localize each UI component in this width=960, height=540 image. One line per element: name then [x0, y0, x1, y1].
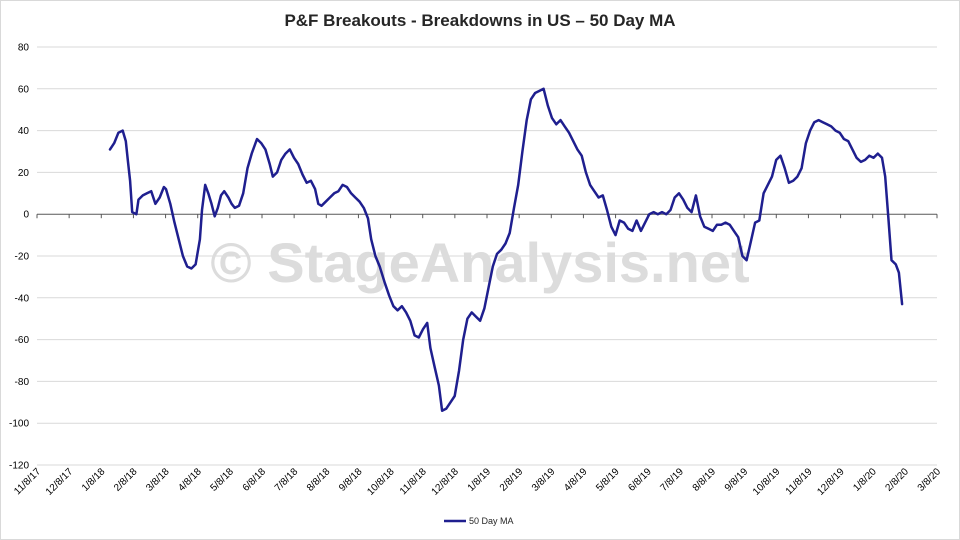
y-axis-ticks: 80 60 40 20 0 -20 -40 -60 -80 -100 -120 [9, 43, 29, 472]
y-tick-label: 80 [18, 43, 30, 54]
series-layer [108, 87, 904, 412]
x-tick-label: 1/8/20 [851, 466, 879, 494]
x-tick-label: 2/8/18 [112, 466, 140, 494]
x-tick-label: 9/8/19 [723, 466, 751, 494]
legend-label: 50 Day MA [469, 516, 514, 526]
series-line [108, 87, 904, 412]
y-tick-label: -20 [15, 252, 30, 263]
x-tick-label: 10/8/18 [365, 466, 397, 498]
x-tick-label: 9/8/18 [337, 466, 365, 494]
y-tick-label: 0 [23, 210, 29, 221]
x-tick-label: 7/8/18 [273, 466, 301, 494]
legend: 50 Day MA [444, 516, 514, 526]
y-tick-label: -120 [9, 461, 29, 472]
watermark-text: © StageAnalysis.net [210, 231, 749, 294]
axes [36, 213, 938, 219]
y-tick-label: 20 [18, 168, 30, 179]
y-tick-label: 40 [18, 126, 30, 137]
gridlines [37, 46, 937, 466]
x-tick-label: 2/8/19 [498, 466, 526, 494]
y-tick-label: -80 [15, 377, 30, 388]
x-tick-label: 1/8/18 [80, 466, 108, 494]
y-tick-label: -40 [15, 293, 30, 304]
x-tick-label: 4/8/18 [176, 466, 204, 494]
x-tick-label: 8/8/19 [691, 466, 719, 494]
x-tick-label: 12/8/17 [44, 466, 76, 498]
x-tick-label: 10/8/19 [751, 466, 783, 498]
x-tick-label: 7/8/19 [659, 466, 687, 494]
x-tick-label: 12/8/18 [430, 466, 462, 498]
x-tick-label: 1/8/19 [466, 466, 494, 494]
x-tick-label: 2/8/20 [884, 466, 912, 494]
x-tick-label: 5/8/19 [594, 466, 622, 494]
chart-title: P&F Breakouts - Breakdowns in US – 50 Da… [284, 11, 675, 30]
y-tick-label: -100 [9, 419, 29, 430]
x-tick-label: 3/8/20 [916, 466, 944, 494]
x-tick-label: 3/8/19 [530, 466, 558, 494]
x-tick-label: 11/8/18 [398, 466, 429, 497]
y-tick-label: -60 [15, 335, 30, 346]
x-tick-label: 5/8/18 [209, 466, 237, 494]
x-axis-ticks: 11/8/17 12/8/17 1/8/18 2/8/18 3/8/18 4/8/18 5/… [12, 466, 943, 498]
y-tick-label: 60 [18, 84, 30, 95]
x-tick-label: 12/8/19 [815, 466, 847, 498]
x-tick-label: 6/8/19 [626, 466, 654, 494]
x-tick-label: 4/8/19 [562, 466, 590, 494]
x-tick-label: 6/8/18 [241, 466, 269, 494]
x-tick-label: 8/8/18 [305, 466, 333, 494]
x-tick-label: 3/8/18 [144, 466, 172, 494]
x-tick-label: 11/8/19 [784, 466, 815, 497]
